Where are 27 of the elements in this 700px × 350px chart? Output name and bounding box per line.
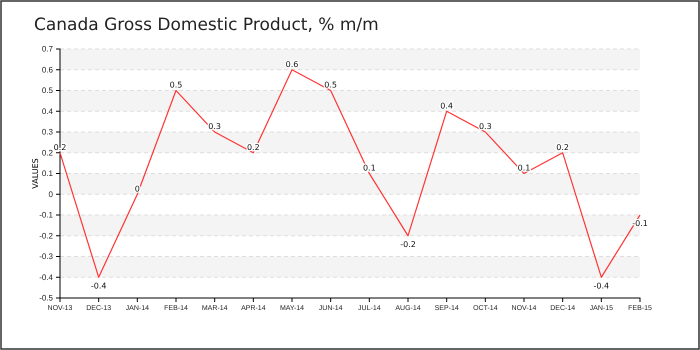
chart-title: Canada Gross Domestic Product, % m/m [34, 15, 379, 35]
y-tick-label: 0.6 [42, 65, 54, 74]
y-tick-label: -0.5 [39, 294, 54, 303]
data-label: 0.2 [556, 142, 570, 152]
y-tick-label: 0.1 [42, 169, 54, 178]
data-label: 0 [134, 184, 140, 194]
data-label: -0.4 [90, 281, 106, 290]
data-label: 0.6 [286, 60, 298, 69]
y-tick-label: -0.4 [39, 272, 54, 282]
y-tick-label: -0.3 [39, 252, 54, 262]
data-label: 0.4 [440, 101, 454, 110]
y-tick-label: 0.4 [42, 106, 54, 116]
data-label: -0.2 [400, 240, 416, 249]
y-tick-label: 0.3 [42, 128, 54, 137]
y-tick-label: 0.5 [42, 86, 54, 96]
data-label: 0.3 [478, 122, 492, 131]
data-label: 0.3 [208, 122, 222, 131]
data-label: -0.4 [594, 281, 610, 290]
y-tick-label: -0.2 [39, 231, 54, 240]
data-label: 0.5 [170, 80, 182, 90]
y-tick-label: 0.2 [42, 148, 54, 158]
data-label: 0.5 [324, 80, 338, 90]
y-tick-label: -0.1 [39, 210, 54, 220]
y-axis-title: VALUES [31, 158, 40, 189]
data-label: 0.1 [518, 164, 530, 172]
y-tick-label: 0.7 [42, 44, 54, 54]
y-tick-label: 0 [48, 190, 54, 199]
